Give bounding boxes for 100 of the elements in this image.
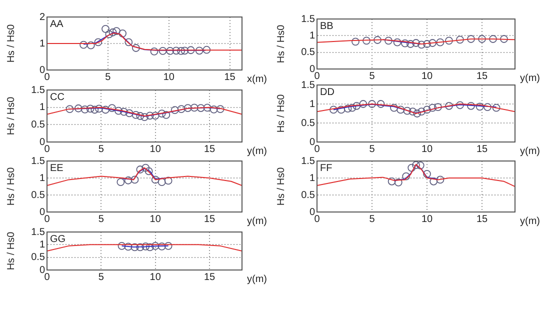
point xyxy=(412,161,420,170)
point xyxy=(146,112,154,120)
chart-title: EE xyxy=(50,162,64,174)
y-tick-label: 1 xyxy=(309,30,316,42)
x-axis-title: y(m) xyxy=(520,72,540,84)
chart-title: AA xyxy=(50,18,64,30)
point xyxy=(403,106,412,115)
y-tick-label: 0.5 xyxy=(31,190,46,201)
point xyxy=(140,113,148,121)
point xyxy=(66,105,74,114)
point xyxy=(151,112,160,120)
point xyxy=(158,178,166,186)
y-tick-label: 1.5 xyxy=(31,156,46,167)
x-tick-label: 10 xyxy=(150,214,162,225)
point xyxy=(158,110,166,118)
point xyxy=(423,106,431,114)
point xyxy=(376,100,385,108)
y-tick-label: 1 xyxy=(39,172,46,184)
point xyxy=(166,46,174,55)
point xyxy=(434,103,442,111)
y-tick-label: 0 xyxy=(39,136,46,148)
point xyxy=(177,105,186,114)
point xyxy=(337,106,346,114)
point xyxy=(467,102,475,110)
point xyxy=(125,109,134,118)
point xyxy=(352,102,361,110)
point xyxy=(202,46,211,54)
point xyxy=(492,104,500,112)
y-tick-label: 1 xyxy=(309,98,316,110)
y-tick-label: 1.5 xyxy=(301,156,316,167)
y-tick-label: 0 xyxy=(309,64,316,75)
point xyxy=(196,104,205,112)
x-axis-title: y(m) xyxy=(247,216,267,227)
point xyxy=(144,167,153,176)
point xyxy=(180,46,189,55)
chart-title: DD xyxy=(320,86,334,98)
x-tick-label: 5 xyxy=(98,214,104,225)
point xyxy=(484,103,492,111)
point xyxy=(416,161,424,170)
point xyxy=(172,46,180,55)
x-axis-title: y(m) xyxy=(247,146,267,157)
chart-title: CC xyxy=(50,92,64,103)
x-axis-title: y(m) xyxy=(247,274,267,285)
point xyxy=(132,111,140,119)
point xyxy=(116,178,125,186)
point xyxy=(344,104,352,113)
point xyxy=(108,104,116,112)
point xyxy=(430,177,438,186)
y-tick-label: 0.5 xyxy=(31,119,46,130)
x-tick-label: 15 xyxy=(476,144,488,155)
x-tick-label: 5 xyxy=(369,70,376,82)
point xyxy=(136,166,144,174)
point xyxy=(445,102,453,110)
point xyxy=(94,38,102,46)
y-axis-title: Hs / Hs0 xyxy=(6,166,17,206)
y-tick-label: 1 xyxy=(309,172,316,184)
point xyxy=(162,111,170,119)
point xyxy=(86,104,94,113)
y-axis-title: Hs / Hs0 xyxy=(276,166,287,206)
point xyxy=(124,176,132,184)
chart-title: FF xyxy=(320,162,332,174)
x-tick-label: 15 xyxy=(476,214,488,225)
point xyxy=(95,104,103,113)
point xyxy=(151,176,160,184)
point xyxy=(402,172,410,180)
y-tick-label: 0.5 xyxy=(31,252,46,264)
y-axis-title: Hs / Hs0 xyxy=(6,231,17,270)
x-tick-label: 10 xyxy=(150,272,162,283)
y-tick-label: 0.5 xyxy=(301,190,316,201)
point xyxy=(190,104,198,112)
y-tick-label: 0 xyxy=(309,206,316,218)
point xyxy=(102,106,110,114)
y-axis-title: Hs / Hs0 xyxy=(276,24,287,64)
point xyxy=(436,176,444,184)
y-tick-label: 2 xyxy=(39,12,46,23)
point xyxy=(476,102,484,111)
chart-title: GG xyxy=(50,234,66,245)
x-tick-label: 10 xyxy=(421,214,433,225)
point xyxy=(388,177,396,186)
point xyxy=(396,106,405,114)
point xyxy=(170,106,179,114)
x-tick-label: 10 xyxy=(421,70,433,82)
point xyxy=(105,30,114,38)
point xyxy=(456,101,464,110)
x-axis-title: x(m) xyxy=(247,74,267,85)
y-tick-label: 1.5 xyxy=(301,80,316,91)
y-axis-title: Hs / Hs0 xyxy=(6,96,17,136)
point xyxy=(368,100,376,108)
y-tick-label: 0 xyxy=(309,136,316,148)
y-axis-title: Hs / Hs0 xyxy=(6,24,17,63)
x-tick-label: 15 xyxy=(204,272,216,283)
point xyxy=(80,40,88,49)
point xyxy=(142,164,150,172)
point xyxy=(428,104,436,112)
point xyxy=(413,110,422,118)
x-tick-label: 5 xyxy=(105,72,112,83)
x-tick-label: 15 xyxy=(476,70,488,82)
point xyxy=(150,48,158,56)
x-tick-label: 15 xyxy=(224,72,236,83)
x-tick-label: 10 xyxy=(163,72,175,83)
